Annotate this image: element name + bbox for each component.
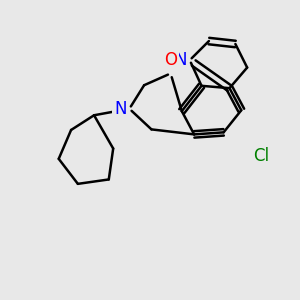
Text: N: N: [114, 100, 126, 118]
Text: Cl: Cl: [253, 147, 269, 165]
Text: N: N: [174, 51, 187, 69]
Text: O: O: [164, 51, 177, 69]
